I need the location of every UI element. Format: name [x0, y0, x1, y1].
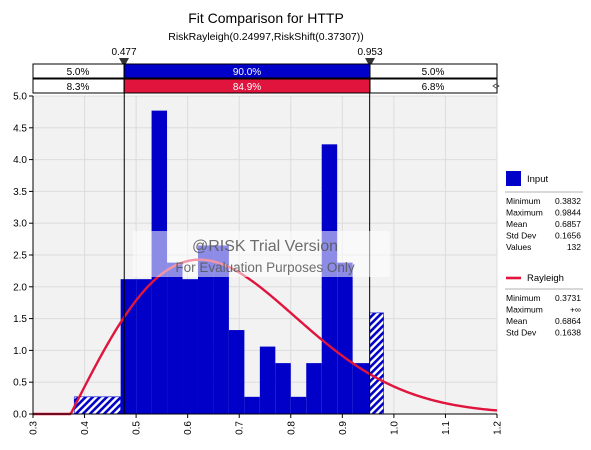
- stat-value: 0.3832: [555, 196, 581, 206]
- fit-band-mid-label: 84.9%: [233, 82, 261, 93]
- input-band: 5.0% 90.0% 5.0%: [32, 63, 498, 79]
- stat-name: Values: [506, 242, 531, 252]
- legend-input-swatch: [506, 171, 521, 186]
- fit-stats: Minimum 0.3731 Maximum +∞ Mean 0.6864 Std Dev 0…: [506, 293, 581, 338]
- histogram-bar: [167, 262, 183, 414]
- y-tick-label: 4.0: [13, 155, 27, 166]
- histogram-bar: [197, 245, 214, 414]
- stat-name: Maximum: [506, 305, 543, 315]
- y-axis-ticks: 0.0 0.5 1.0 1.5 2.0 2.5 3.0 3.5 4.0 4.5 5.0: [13, 92, 33, 421]
- histogram-bar: [321, 144, 338, 414]
- fit-band-left-label: 8.3%: [67, 82, 90, 93]
- x-tick-label: 1.0: [389, 421, 400, 435]
- x-tick-label: 0.3: [29, 421, 40, 435]
- y-tick-label: 0.0: [13, 410, 27, 421]
- histogram-bar: [369, 312, 384, 415]
- left-delimiter-handle[interactable]: [119, 58, 129, 67]
- x-tick-label: 1.1: [441, 421, 452, 435]
- stat-name: Std Dev: [506, 231, 537, 241]
- watermark-line-1: @RISK Trial Version: [192, 238, 338, 255]
- x-axis-ticks: 0.3 0.4 0.5 0.6 0.7 0.8 0.9 1.0 1.1 1.2: [29, 414, 504, 435]
- right-delimiter-label: 0.953: [357, 47, 382, 58]
- input-band-left-label: 5.0%: [67, 67, 90, 78]
- histogram-bar: [120, 279, 137, 414]
- input-stats: Minimum 0.3832 Maximum 0.9844 Mean 0.6857 Std …: [506, 196, 581, 252]
- stat-name: Maximum: [506, 208, 543, 218]
- y-tick-label: 2.0: [13, 282, 27, 293]
- stat-name: Minimum: [506, 293, 540, 303]
- stat-value: +∞: [570, 305, 581, 315]
- y-tick-label: 3.5: [13, 187, 27, 198]
- band-expand-icon[interactable]: [492, 83, 500, 89]
- stat-value: 0.3731: [555, 293, 581, 303]
- y-tick-label: 3.0: [13, 219, 27, 230]
- fit-band-right-label: 6.8%: [422, 82, 445, 93]
- legend: Input Minimum 0.3832 Maximum 0.9844 Mean 0.68…: [505, 171, 583, 338]
- chart-title: Fit Comparison for HTTP: [188, 10, 344, 26]
- input-band-right-label: 5.0%: [422, 67, 445, 78]
- x-tick-label: 0.5: [132, 421, 143, 435]
- y-tick-label: 4.5: [13, 123, 27, 134]
- stat-value: 0.1638: [555, 328, 581, 338]
- histogram-bar: [73, 396, 121, 415]
- stat-value: 132: [567, 242, 581, 252]
- watermark-box: [133, 231, 390, 277]
- histogram-bar: [306, 363, 322, 414]
- stat-value: 0.6857: [555, 219, 581, 229]
- watermark-line-2: For Evaluation Purposes Only: [175, 260, 355, 275]
- histogram-bar: [228, 330, 245, 414]
- rayleigh-fit-curve: [33, 258, 498, 416]
- histogram-bar: [337, 262, 353, 414]
- stat-name: Mean: [506, 316, 528, 326]
- x-tick-label: 0.8: [286, 421, 297, 435]
- legend-fit-label: Rayleigh: [527, 273, 564, 284]
- x-tick-label: 1.2: [493, 421, 504, 435]
- stat-name: Mean: [506, 219, 528, 229]
- watermark: @RISK Trial Version For Evaluation Purpo…: [133, 231, 390, 277]
- fit-band: 8.3% 84.9% 6.8%: [32, 78, 500, 94]
- chart-subtitle: RiskRayleigh(0.24997,RiskShift(0.37307)): [168, 31, 364, 43]
- histogram-bar: [244, 396, 260, 414]
- right-delimiter-handle[interactable]: [365, 58, 375, 67]
- y-tick-label: 1.0: [13, 346, 27, 357]
- y-tick-label: 2.5: [13, 251, 27, 262]
- x-tick-label: 0.9: [338, 421, 349, 435]
- histogram-bar: [136, 279, 152, 414]
- stat-value: 0.6864: [555, 316, 581, 326]
- histogram-bar: [213, 245, 229, 414]
- y-tick-label: 1.5: [13, 314, 27, 325]
- y-tick-label: 5.0: [13, 92, 27, 103]
- histogram-bar: [275, 363, 291, 414]
- left-delimiter-label: 0.477: [111, 47, 136, 58]
- stat-value: 0.1656: [555, 231, 581, 241]
- histogram-bar: [352, 363, 370, 414]
- stat-name: Std Dev: [506, 328, 537, 338]
- y-tick-label: 0.5: [13, 378, 27, 389]
- stat-value: 0.9844: [555, 208, 581, 218]
- x-tick-label: 0.4: [80, 421, 91, 435]
- histogram-bar: [182, 279, 198, 414]
- x-tick-label: 0.7: [235, 421, 246, 435]
- histogram-bar: [259, 346, 276, 414]
- stat-name: Minimum: [506, 196, 540, 206]
- input-band-mid-label: 90.0%: [233, 67, 261, 78]
- x-tick-label: 0.6: [183, 421, 194, 435]
- histogram-bar: [290, 396, 307, 414]
- legend-input-label: Input: [527, 174, 548, 185]
